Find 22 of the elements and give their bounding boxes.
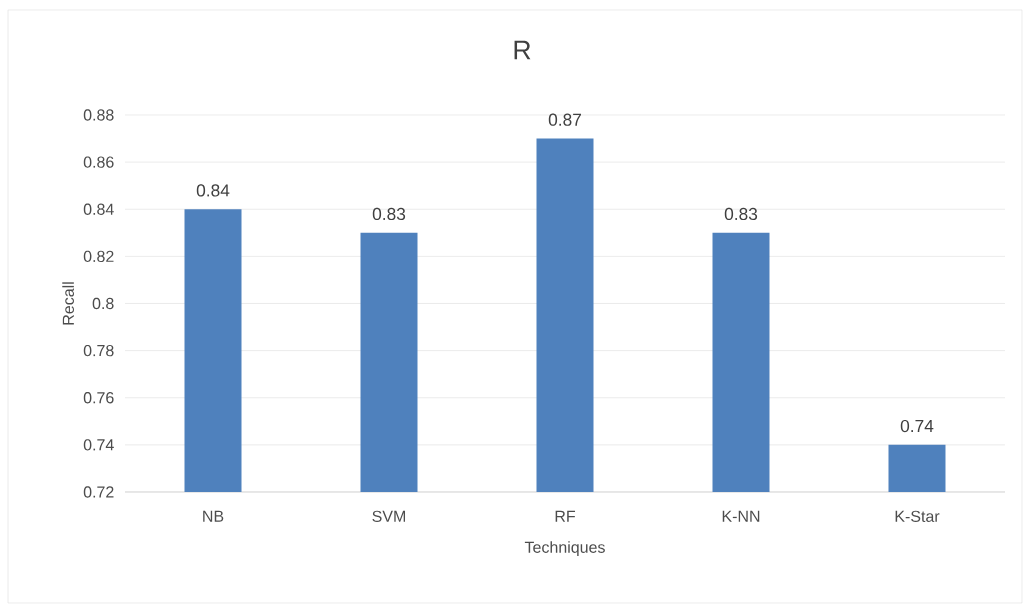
x-tick-label: K-Star xyxy=(895,510,940,523)
y-tick-label: 0.84 xyxy=(83,203,114,215)
data-label: 0.83 xyxy=(724,207,758,221)
data-label: 0.74 xyxy=(900,419,934,433)
data-label: 0.83 xyxy=(372,207,406,221)
x-tick-label: SVM xyxy=(372,510,406,523)
y-tick-label: 0.82 xyxy=(83,250,114,263)
data-label: 0.84 xyxy=(196,184,230,197)
x-tick-label: RF xyxy=(555,510,576,522)
x-tick-label: NB xyxy=(203,510,224,522)
y-tick-label: 0.76 xyxy=(83,392,114,404)
y-tick-label: 0.78 xyxy=(83,344,114,357)
x-tick-label: K-NN xyxy=(722,510,760,522)
y-tick-label: 0.86 xyxy=(83,156,114,168)
y-tick-label: 0.72 xyxy=(83,486,114,498)
y-tick-label: 0.88 xyxy=(83,109,114,121)
chart-title: R xyxy=(514,40,531,60)
y-tick-label: 0.74 xyxy=(83,439,114,451)
x-axis-title: Techniques xyxy=(524,541,605,557)
data-label: 0.87 xyxy=(548,113,581,126)
y-axis-title: Recall xyxy=(62,282,74,325)
y-tick-label: 0.8 xyxy=(92,297,114,310)
